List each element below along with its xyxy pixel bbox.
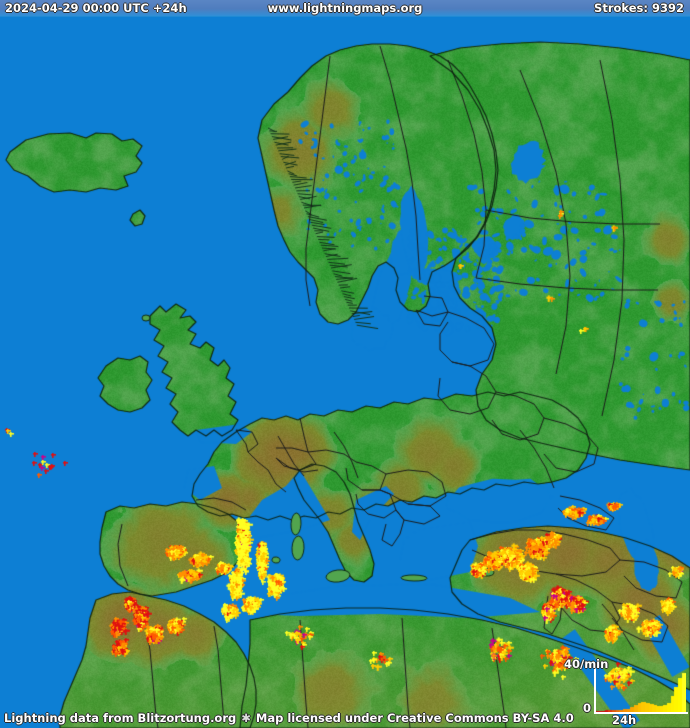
histogram-x-axis bbox=[594, 712, 688, 714]
header-bar: 2024-04-29 00:00 UTC +24h www.lightningm… bbox=[0, 0, 690, 17]
histogram-plot-area bbox=[594, 666, 686, 712]
timestamp-label: 2024-04-29 00:00 UTC +24h bbox=[5, 1, 187, 15]
data-credit-label[interactable]: Lightning data from Blitzortung.org bbox=[4, 711, 237, 725]
histogram-bars bbox=[594, 666, 686, 712]
strike-rate-histogram: 40/min 0 24h bbox=[564, 652, 690, 728]
map-license-label[interactable]: Map licensed under Creative Commons BY-S… bbox=[255, 711, 574, 725]
histogram-y-max-label: 40/min bbox=[564, 657, 609, 671]
attribution-footer: Lightning data from Blitzortung.org ✱ Map … bbox=[4, 711, 574, 725]
stroke-count-label: Strokes: 9392 bbox=[594, 1, 684, 15]
histogram-y-axis bbox=[594, 664, 596, 714]
histogram-y-zero-label: 0 bbox=[583, 701, 592, 715]
site-url-label[interactable]: www.lightningmaps.org bbox=[267, 1, 423, 15]
histogram-x-span-label: 24h bbox=[612, 713, 637, 727]
separator-asterisk-icon: ✱ bbox=[241, 711, 251, 725]
